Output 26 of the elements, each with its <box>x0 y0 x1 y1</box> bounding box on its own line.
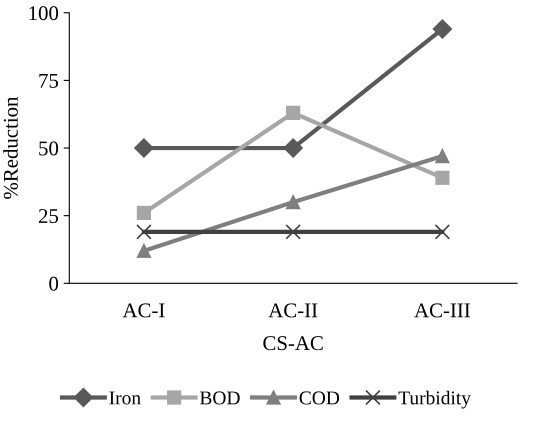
y-tick-label: 0 <box>49 276 58 291</box>
point <box>432 19 452 39</box>
point <box>435 149 450 164</box>
y-tick-label: 25 <box>38 209 58 224</box>
legend-label: BOD <box>200 391 240 404</box>
y-axis-title: %Reduction <box>3 96 18 199</box>
legend-label: Turbidity <box>398 390 471 408</box>
point <box>285 224 301 240</box>
point <box>286 195 300 210</box>
legend-label: Iron <box>109 392 141 404</box>
point <box>136 244 151 258</box>
point <box>435 170 450 185</box>
legend-label: COD <box>300 391 340 404</box>
point <box>136 224 152 240</box>
point <box>283 138 303 158</box>
x-axis-title: CS-AC <box>263 336 323 350</box>
x-tick-label: AC-III <box>414 303 470 318</box>
point <box>136 206 151 220</box>
x-tick-label: AC-II <box>268 303 318 318</box>
point <box>134 138 154 158</box>
x-tick-label: AC-I <box>122 303 165 318</box>
y-tick-label: 75 <box>39 74 58 88</box>
point <box>434 224 450 240</box>
y-tick-label: 100 <box>29 6 58 20</box>
point <box>286 106 300 120</box>
y-tick-label: 50 <box>39 141 58 156</box>
